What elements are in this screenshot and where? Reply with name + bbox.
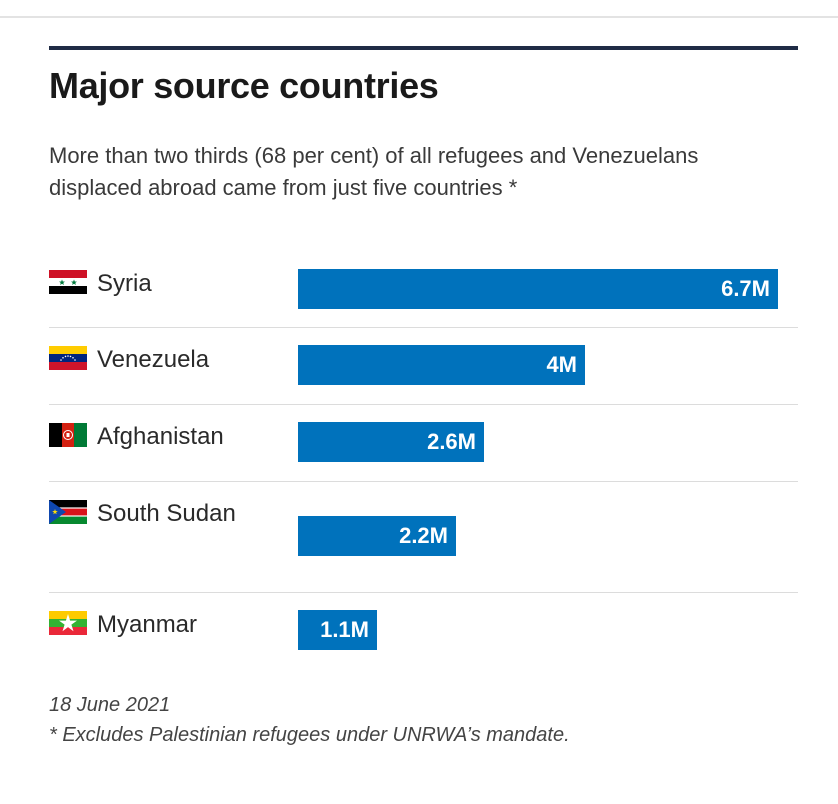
bar-value-label: 1.1M xyxy=(320,617,369,642)
source-line-clipped xyxy=(49,750,798,762)
bar-row: Myanmar 1.1M xyxy=(49,593,798,669)
chart-title: Major source countries xyxy=(49,65,439,106)
bar-row: Afghanistan 2.6M xyxy=(49,405,798,482)
title-rule xyxy=(49,46,798,50)
bar-row: South Sudan 2.2M xyxy=(49,482,798,593)
bar-row: Syria 6.7M xyxy=(49,252,798,328)
category-name: Syria xyxy=(97,270,152,297)
bar-chart: Syria 6.7M Venezuela 4M Afghanistan 2.6M South… xyxy=(49,252,798,669)
chart-footnote: * Excludes Palestinian refugees under UN… xyxy=(49,724,570,746)
afghanistan-flag-icon xyxy=(49,423,87,447)
chart-notes: 18 June 2021 * Excludes Palestinian refu… xyxy=(49,690,798,762)
category-label: Afghanistan xyxy=(49,420,249,454)
south-sudan-flag-icon xyxy=(49,500,87,524)
bar-value-label: 2.6M xyxy=(427,429,476,454)
bar: 1.1M xyxy=(298,610,377,650)
bar-value-label: 4M xyxy=(546,352,577,377)
bar: 2.2M xyxy=(298,516,456,556)
category-name: Afghanistan xyxy=(97,423,224,450)
syria-flag-icon xyxy=(49,270,87,294)
category-label: South Sudan xyxy=(49,497,249,531)
category-name: Myanmar xyxy=(97,611,198,638)
bar: 4M xyxy=(298,345,585,385)
category-label: Venezuela xyxy=(49,343,249,377)
chart-card: Major source countries More than two thi… xyxy=(49,46,798,650)
bar: 6.7M xyxy=(298,269,778,309)
category-label: Syria xyxy=(49,267,249,301)
bar-value-label: 2.2M xyxy=(399,523,448,548)
venezuela-flag-icon xyxy=(49,346,87,370)
category-name: Venezuela xyxy=(97,346,210,373)
bar: 2.6M xyxy=(298,422,484,462)
bar-row: Venezuela 4M xyxy=(49,328,798,405)
chart-subtitle: More than two thirds (68 per cent) of al… xyxy=(49,143,699,200)
bar-value-label: 6.7M xyxy=(721,276,770,301)
myanmar-flag-icon xyxy=(49,611,87,635)
top-divider xyxy=(0,16,838,18)
chart-date: 18 June 2021 xyxy=(49,694,171,716)
category-label: Myanmar xyxy=(49,608,249,642)
category-name: South Sudan xyxy=(97,500,236,527)
